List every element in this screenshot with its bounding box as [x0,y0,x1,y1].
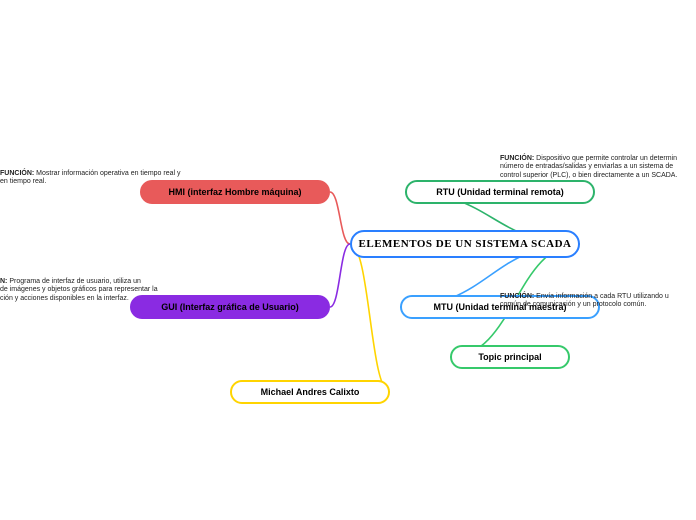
topic-label: Topic principal [478,352,541,362]
desc-mtu-bold: FUNCIÓN: [500,293,534,300]
desc-mtu: FUNCIÓN: Envía información a cada RTU ut… [500,293,696,310]
hmi-label: HMI (interfaz Hombre máquina) [168,187,301,197]
gui-label: GUI (Interfaz gráfica de Usuario) [161,302,299,312]
mindmap-canvas: ELEMENTOS DE UN SISTEMA SCADA HMI (interf… [0,0,696,520]
michael-label: Michael Andres Calixto [261,387,360,397]
desc-hmi-bold: FUNCIÓN: [0,170,34,177]
desc-hmi: FUNCIÓN: Mostrar información operativa e… [0,170,210,187]
rtu-label: RTU (Unidad terminal remota) [436,187,564,197]
connectors-layer [0,0,696,520]
node-michael[interactable]: Michael Andres Calixto [230,380,390,404]
desc-gui: N: Programa de interfaz de usuario, util… [0,278,210,303]
center-label: ELEMENTOS DE UN SISTEMA SCADA [359,238,572,250]
desc-rtu-bold: FUNCIÓN: [500,155,534,162]
node-rtu[interactable]: RTU (Unidad terminal remota) [405,180,595,204]
center-node[interactable]: ELEMENTOS DE UN SISTEMA SCADA [350,230,580,258]
desc-gui-text: Programa de interfaz de usuario, utiliza… [0,278,158,302]
node-topic[interactable]: Topic principal [450,345,570,369]
desc-rtu: FUNCIÓN: Dispositivo que permite control… [500,155,696,180]
